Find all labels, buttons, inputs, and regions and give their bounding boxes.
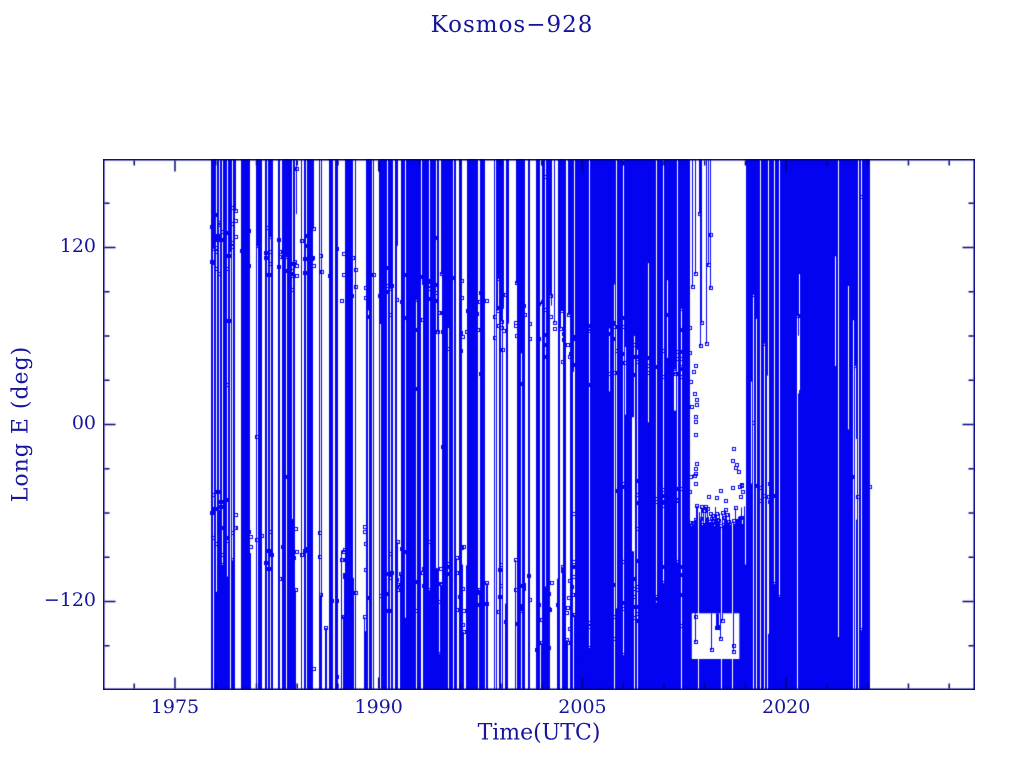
y-tick-label: −120 bbox=[43, 588, 96, 611]
y-tick-label: 00 bbox=[71, 411, 96, 434]
y-tick-label: 120 bbox=[59, 234, 96, 257]
chart-title: Kosmos−928 bbox=[430, 12, 594, 38]
plot-canvas bbox=[103, 159, 975, 690]
x-axis-label: Time(UTC) bbox=[477, 720, 601, 746]
x-tick-label: 2020 bbox=[762, 696, 811, 718]
x-tick-label: 1990 bbox=[354, 696, 403, 718]
x-tick-label: 2005 bbox=[558, 696, 607, 718]
x-tick-label: 1975 bbox=[150, 696, 200, 718]
